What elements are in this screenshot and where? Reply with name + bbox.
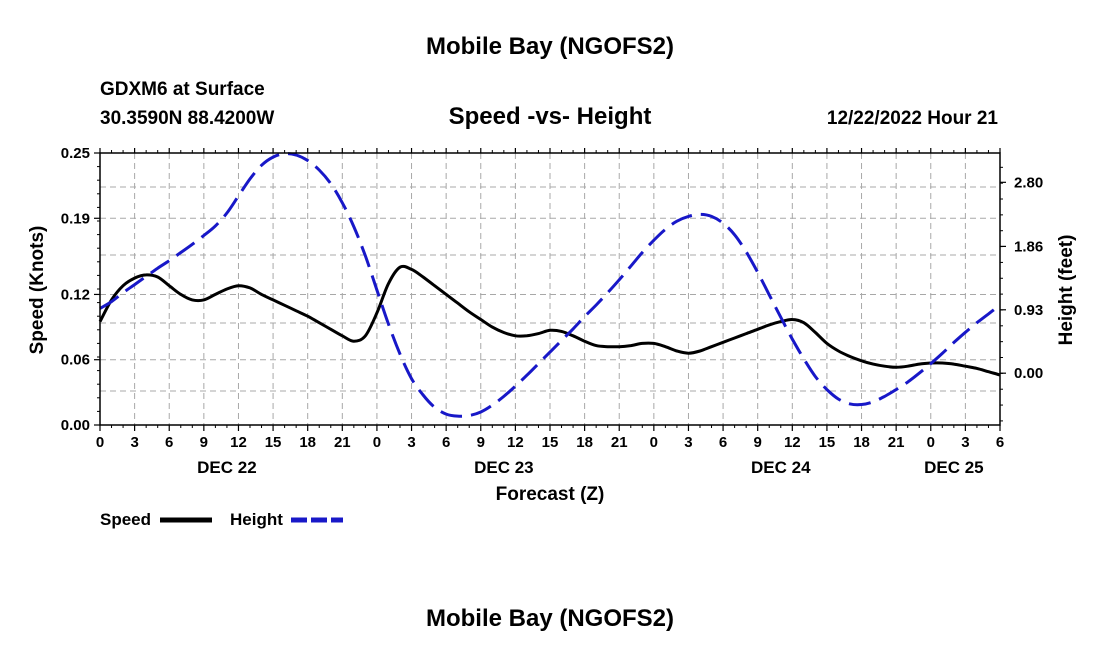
x-tick-label: 18 <box>299 434 316 451</box>
x-tick-label: 6 <box>165 434 173 451</box>
y-tick-label: 0.25 <box>61 145 90 162</box>
x-tick-label: 15 <box>265 434 282 451</box>
footer-title: Mobile Bay (NGOFS2) <box>426 605 674 632</box>
x-date-label: DEC 25 <box>924 458 984 477</box>
y2-tick-label: 2.80 <box>1014 174 1043 191</box>
series-layer <box>98 152 1001 418</box>
x-tick-label: 12 <box>784 434 801 451</box>
x-axis-title: Forecast (Z) <box>496 484 605 505</box>
y-axis-title: Speed (Knots) <box>27 226 48 355</box>
x-tick-label: 9 <box>200 434 208 451</box>
x-tick-label: 0 <box>927 434 935 451</box>
y2-tick-label: 0.93 <box>1014 302 1043 319</box>
legend-speed-label: Speed <box>100 510 151 529</box>
x-tick-label: 18 <box>853 434 870 451</box>
y-tick-label: 0.12 <box>61 286 90 303</box>
y-tick-label: 0.19 <box>61 210 90 227</box>
axes: 0 3 6 9 12 15 18 21 0 3 6 9 12 15 18 21 0 3 6 9 12 15 18 21 0 3 6D… <box>61 145 1043 477</box>
x-date-label: DEC 22 <box>197 458 257 477</box>
x-tick-label: 3 <box>961 434 969 451</box>
y2-tick-label: 1.86 <box>1014 238 1043 255</box>
x-tick-label: 9 <box>754 434 762 451</box>
x-tick-label: 12 <box>507 434 524 451</box>
x-tick-label: 15 <box>819 434 836 451</box>
x-tick-label: 12 <box>230 434 247 451</box>
x-tick-label: 6 <box>996 434 1004 451</box>
x-tick-label: 0 <box>96 434 104 451</box>
chart-subtitle: Speed -vs- Height <box>449 103 652 130</box>
x-tick-label: 15 <box>542 434 559 451</box>
station-coords: 30.3590N 88.4200W <box>100 108 274 129</box>
series-line-speed <box>98 264 1001 377</box>
y-tick-label: 0.00 <box>61 417 90 434</box>
grid-lines <box>100 153 1000 425</box>
station-label: GDXM6 at Surface <box>100 79 265 100</box>
x-tick-label: 9 <box>477 434 485 451</box>
x-tick-label: 0 <box>650 434 658 451</box>
y2-tick-label: 0.00 <box>1014 365 1043 382</box>
legend: Speed Height <box>100 510 343 529</box>
x-tick-label: 21 <box>888 434 905 451</box>
legend-height-label: Height <box>230 510 283 529</box>
x-tick-label: 3 <box>407 434 415 451</box>
x-date-label: DEC 24 <box>751 458 811 477</box>
x-tick-label: 0 <box>373 434 381 451</box>
x-tick-label: 6 <box>719 434 727 451</box>
x-date-label: DEC 23 <box>474 458 534 477</box>
forecast-date: 12/22/2022 Hour 21 <box>827 108 999 129</box>
series-line-height <box>99 152 1001 418</box>
x-tick-label: 3 <box>684 434 692 451</box>
x-tick-label: 3 <box>130 434 138 451</box>
x-tick-label: 21 <box>611 434 628 451</box>
y2-axis-title: Height (feet) <box>1056 235 1077 346</box>
x-tick-label: 21 <box>334 434 351 451</box>
x-tick-label: 6 <box>442 434 450 451</box>
page-title: Mobile Bay (NGOFS2) <box>426 33 674 60</box>
y-tick-label: 0.06 <box>61 352 90 369</box>
x-tick-label: 18 <box>576 434 593 451</box>
